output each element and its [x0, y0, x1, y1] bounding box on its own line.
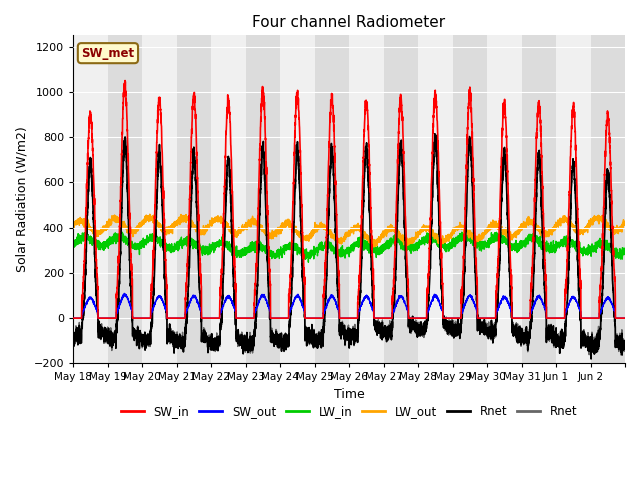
Text: SW_met: SW_met: [81, 47, 134, 60]
Bar: [211, 36, 246, 363]
Bar: [383, 36, 418, 363]
Bar: [522, 36, 556, 363]
Bar: [452, 36, 487, 363]
Legend: SW_in, SW_out, LW_in, LW_out, Rnet, Rnet: SW_in, SW_out, LW_in, LW_out, Rnet, Rnet: [116, 401, 582, 423]
Bar: [108, 36, 142, 363]
Bar: [246, 36, 280, 363]
Title: Four channel Radiometer: Four channel Radiometer: [252, 15, 445, 30]
Bar: [556, 36, 591, 363]
X-axis label: Time: Time: [333, 388, 364, 401]
Bar: [418, 36, 452, 363]
Bar: [177, 36, 211, 363]
Bar: [314, 36, 349, 363]
Bar: [73, 36, 108, 363]
Bar: [487, 36, 522, 363]
Bar: [142, 36, 177, 363]
Bar: [349, 36, 383, 363]
Y-axis label: Solar Radiation (W/m2): Solar Radiation (W/m2): [15, 127, 28, 272]
Bar: [280, 36, 314, 363]
Bar: [591, 36, 625, 363]
